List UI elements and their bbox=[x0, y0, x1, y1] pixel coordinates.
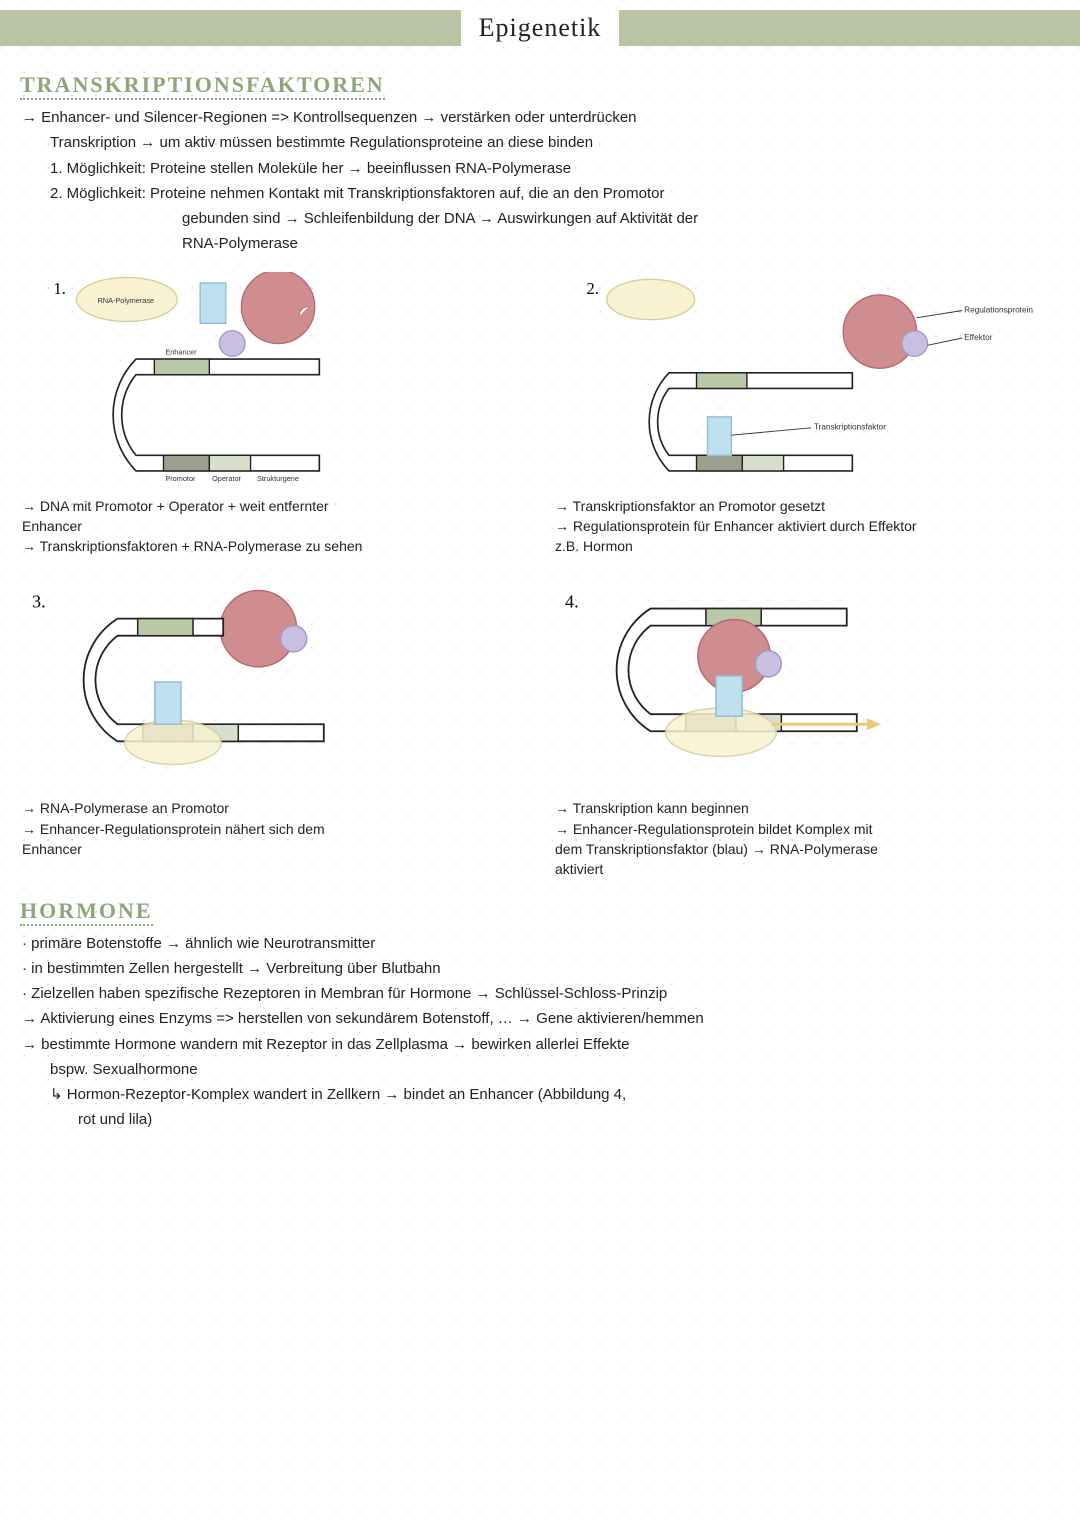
diagram-number: 1. bbox=[54, 279, 66, 298]
dna-u-shape bbox=[617, 609, 881, 757]
transcription-arrowhead bbox=[867, 719, 881, 731]
caption-line: → Transkriptionsfaktoren + RNA-Polymeras… bbox=[22, 536, 525, 556]
caption-line: → Transkriptionsfaktor an Promotor geset… bbox=[555, 496, 1058, 516]
caption-line: z.B. Hormon bbox=[555, 536, 1058, 556]
diagram-2-svg: 2. Regulationsprotein Effektor Transkrip… bbox=[555, 272, 1058, 492]
title-bar: Epigenetik bbox=[0, 10, 1080, 46]
heading-transkriptionsfaktoren: TRANSKRIPTIONSFAKTOREN bbox=[20, 72, 385, 100]
enhancer-segment bbox=[138, 619, 193, 636]
promotor-segment bbox=[164, 455, 210, 471]
caption-line: → Enhancer-Regulationsprotein nähert sic… bbox=[22, 819, 525, 839]
diagram-3: 3. → RNA-Polymerase an Promotor → Enhanc… bbox=[22, 574, 525, 879]
diagram-1: 1. RNA-Polymerase Enhancer Promotor Op bbox=[22, 272, 525, 557]
page-title: Epigenetik bbox=[461, 10, 620, 46]
rna-polymerase-icon bbox=[125, 721, 222, 765]
section2-body: · primäre Botenstoffe → ähnlich wie Neur… bbox=[0, 932, 1080, 1132]
effector-icon bbox=[281, 626, 307, 652]
label-line bbox=[917, 310, 963, 317]
transcription-factor-icon bbox=[708, 416, 732, 455]
s2-line: rot und lila) bbox=[22, 1108, 1058, 1131]
diagram-2: 2. Regulationsprotein Effektor Transkrip… bbox=[555, 272, 1058, 557]
regulation-protein-icon bbox=[843, 294, 916, 367]
s1-line: RNA-Polymerase bbox=[22, 232, 1058, 255]
caption-line: → Transkription kann beginnen bbox=[555, 798, 1058, 818]
heading-hormone: HORMONE bbox=[20, 898, 153, 926]
operator-label: Operator bbox=[212, 474, 241, 483]
diagram-4-svg: 4. bbox=[555, 574, 1058, 794]
s2-line: → Aktivierung eines Enzyms => herstellen… bbox=[22, 1007, 1058, 1030]
dna-u-shape: Transkriptionsfaktor bbox=[649, 372, 886, 470]
tf-label: Transkriptionsfaktor bbox=[814, 422, 886, 431]
diagram-number: 3. bbox=[32, 592, 46, 612]
s1-line: → Enhancer- und Silencer-Regionen => Kon… bbox=[22, 106, 1058, 129]
transcription-factor-icon bbox=[155, 682, 181, 724]
promotor-segment bbox=[697, 455, 743, 471]
promotor-label: Promotor bbox=[165, 474, 196, 483]
diagram-2-caption: → Transkriptionsfaktor an Promotor geset… bbox=[555, 496, 1058, 557]
operator-segment bbox=[742, 455, 783, 471]
s2-line: bspw. Sexualhormone bbox=[22, 1058, 1058, 1081]
caption-line: → DNA mit Promotor + Operator + weit ent… bbox=[22, 496, 525, 516]
rna-polymerase-label: RNA-Polymerase bbox=[98, 296, 155, 305]
s1-line: gebunden sind → Schleifenbildung der DNA… bbox=[22, 207, 1058, 230]
diagram-number: 2. bbox=[587, 279, 599, 298]
diagram-3-caption: → RNA-Polymerase an Promotor → Enhancer-… bbox=[22, 798, 525, 859]
caption-line: Enhancer bbox=[22, 516, 525, 536]
rna-polymerase-icon bbox=[607, 279, 695, 319]
effector-icon bbox=[902, 330, 928, 356]
diagram-grid: 1. RNA-Polymerase Enhancer Promotor Op bbox=[0, 258, 1080, 890]
dna-u-shape: Enhancer Promotor Operator Strukturgene bbox=[113, 347, 319, 483]
label-line bbox=[731, 427, 811, 434]
diagram-1-caption: → DNA mit Promotor + Operator + weit ent… bbox=[22, 496, 525, 557]
caption-line: Enhancer bbox=[22, 839, 525, 859]
section1-body: → Enhancer- und Silencer-Regionen => Kon… bbox=[0, 106, 1080, 256]
diagram-4-caption: → Transkription kann beginnen → Enhancer… bbox=[555, 798, 1058, 879]
caption-line: aktiviert bbox=[555, 859, 1058, 879]
s1-line: Transkription → um aktiv müssen bestimmt… bbox=[22, 131, 1058, 154]
operator-segment bbox=[209, 455, 250, 471]
transcription-factor-icon bbox=[200, 283, 226, 323]
enhancer-segment bbox=[154, 359, 209, 375]
s2-line: · in bestimmten Zellen hergestellt → Ver… bbox=[22, 957, 1058, 980]
caption-line: → Enhancer-Regulationsprotein bildet Kom… bbox=[555, 819, 1058, 839]
transcription-factor-icon bbox=[716, 676, 742, 716]
effector-icon bbox=[755, 651, 781, 677]
s2-line: · primäre Botenstoffe → ähnlich wie Neur… bbox=[22, 932, 1058, 955]
s2-line: · Zielzellen haben spezifische Rezeptore… bbox=[22, 982, 1058, 1005]
diagram-number: 4. bbox=[565, 592, 579, 612]
reg-protein-label: Regulationsprotein bbox=[964, 305, 1033, 314]
s2-line: → bestimmte Hormone wandern mit Rezeptor… bbox=[22, 1033, 1058, 1056]
s2-line: ↳ Hormon-Rezeptor-Komplex wandert in Zel… bbox=[22, 1083, 1058, 1106]
s1-line: 1. Möglichkeit: Proteine stellen Molekül… bbox=[22, 157, 1058, 180]
effector-label: Effektor bbox=[964, 332, 993, 341]
enhancer-segment bbox=[697, 372, 747, 388]
effector-icon bbox=[219, 330, 245, 356]
diagram-4: 4. → Transkription kann beginnen → Enhan bbox=[555, 574, 1058, 879]
caption-line: → Regulationsprotein für Enhancer aktivi… bbox=[555, 516, 1058, 536]
caption-line: → RNA-Polymerase an Promotor bbox=[22, 798, 525, 818]
label-line bbox=[928, 338, 963, 345]
caption-line: dem Transkriptionsfaktor (blau) → RNA-Po… bbox=[555, 839, 1058, 859]
enhancer-label: Enhancer bbox=[165, 347, 197, 356]
diagram-3-svg: 3. bbox=[22, 574, 525, 794]
s1-line: 2. Möglichkeit: Proteine nehmen Kontakt … bbox=[22, 182, 1058, 205]
diagram-1-svg: 1. RNA-Polymerase Enhancer Promotor Op bbox=[22, 272, 525, 492]
struktur-label: Strukturgene bbox=[257, 474, 299, 483]
